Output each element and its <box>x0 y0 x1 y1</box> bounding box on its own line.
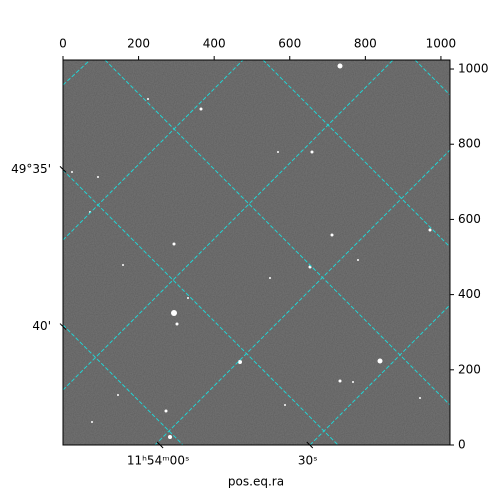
sky-image <box>63 60 450 445</box>
x-tick-label: 0 <box>59 37 67 51</box>
y-tick-label: 0 <box>458 438 466 452</box>
dec-tick-label: 40' <box>32 319 51 333</box>
dec-tick <box>59 323 67 330</box>
frame <box>62 59 451 446</box>
ra-tick <box>306 441 314 449</box>
y-tick-label: 600 <box>458 212 481 226</box>
coordinate-grid <box>63 60 450 445</box>
x-tick-label: 200 <box>127 37 150 51</box>
ra-tick-label: 30ˢ <box>298 454 318 468</box>
y-tick-label: 800 <box>458 137 481 151</box>
y-tick-label: 1000 <box>458 62 489 76</box>
dec-tick-label: 49°35' <box>11 162 51 176</box>
x-tick-label: 1000 <box>426 37 457 51</box>
dec-tick <box>59 166 67 173</box>
x-tick-label: 600 <box>278 37 301 51</box>
ra-tick <box>156 441 164 449</box>
y-tick-label: 200 <box>458 362 481 376</box>
x-tick-label: 800 <box>354 37 377 51</box>
x-tick-label: 400 <box>203 37 226 51</box>
stars <box>71 63 432 439</box>
y-tick-label: 400 <box>458 287 481 301</box>
x-axis-label: pos.eq.ra <box>228 475 284 489</box>
ra-tick-label: 11ʰ54ᵐ00ˢ <box>127 454 190 468</box>
